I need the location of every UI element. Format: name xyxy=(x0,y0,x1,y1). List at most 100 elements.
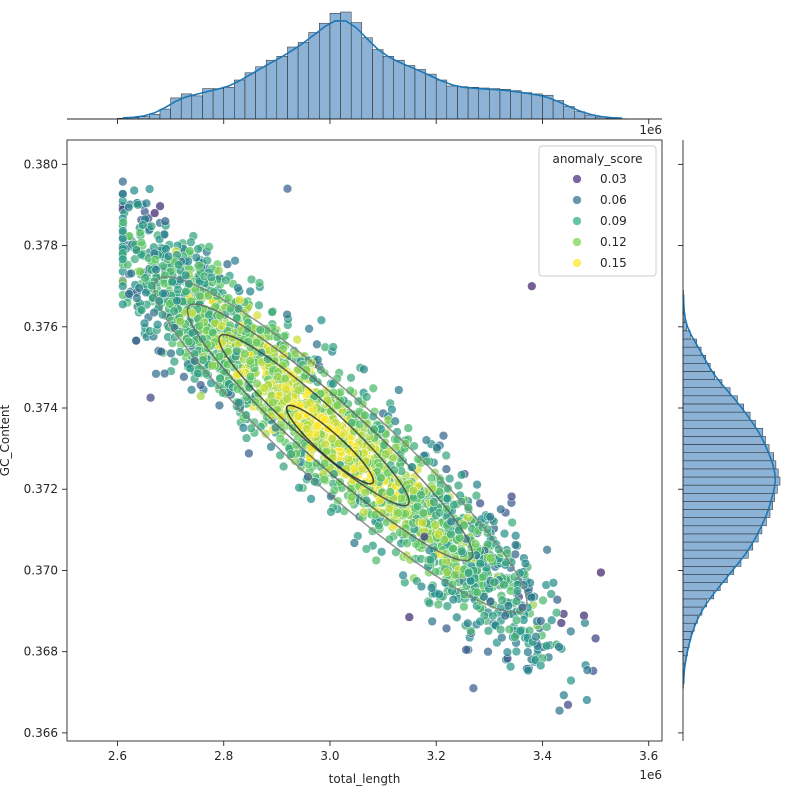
scatter-point xyxy=(255,301,264,310)
top-histogram-bar xyxy=(415,70,426,120)
top-histogram-bar xyxy=(511,91,522,119)
scatter-point xyxy=(193,369,202,378)
scatter-point xyxy=(427,584,436,593)
scatter-point xyxy=(478,573,487,582)
scatter-point-outlier xyxy=(150,209,159,218)
top-histogram-bar xyxy=(468,87,479,119)
top-histogram-bar xyxy=(213,89,224,119)
scatter-point xyxy=(118,255,127,264)
right-histogram-bar xyxy=(683,534,758,542)
top-histogram-bar xyxy=(149,114,160,119)
scatter-point xyxy=(417,582,426,591)
top-histogram-bar xyxy=(341,12,352,119)
x-tick-label: 2.6 xyxy=(108,749,127,763)
top-histogram-bar xyxy=(351,23,362,119)
scatter-point xyxy=(392,548,401,557)
scatter-point xyxy=(317,316,326,325)
top-histogram-bar xyxy=(394,60,405,119)
scatter-point xyxy=(186,247,195,256)
scatter-point xyxy=(199,356,208,365)
scatter-point xyxy=(460,602,469,611)
right-histogram-bar xyxy=(683,526,762,534)
scatter-point xyxy=(196,392,205,401)
scatter-point xyxy=(292,440,301,449)
top-histogram-bar xyxy=(436,80,447,119)
legend-marker xyxy=(573,217,582,226)
scatter-point xyxy=(394,509,403,518)
scatter-point xyxy=(362,393,371,402)
legend-marker xyxy=(573,238,582,247)
scatter-point xyxy=(347,373,356,382)
scatter-point xyxy=(167,349,176,358)
scatter-point xyxy=(234,284,243,293)
scatter-point xyxy=(246,357,255,366)
right-histogram-bar xyxy=(683,363,710,371)
right-histogram-bar xyxy=(683,591,714,599)
scatter-point xyxy=(223,260,232,269)
scatter-point xyxy=(152,265,161,274)
scatter-point xyxy=(454,481,463,490)
scatter-point xyxy=(140,319,149,328)
scatter-point xyxy=(507,492,516,501)
scatter-point xyxy=(313,422,322,431)
scatter-point xyxy=(500,580,509,589)
scatter-point xyxy=(566,627,575,636)
top-marginal-histogram xyxy=(67,12,662,119)
scatter-point xyxy=(184,337,193,346)
scatter-point xyxy=(159,289,168,298)
scatter-point xyxy=(433,443,442,452)
right-histogram-bar xyxy=(683,550,748,558)
x-axis-label: total_length xyxy=(329,772,401,786)
scatter-point xyxy=(452,613,461,622)
scatter-point xyxy=(196,292,205,301)
top-histogram-bar xyxy=(447,86,458,119)
scatter-point xyxy=(431,521,440,530)
scatter-point xyxy=(350,427,359,436)
right-histogram-bar xyxy=(683,372,715,380)
scatter-point xyxy=(435,508,444,517)
x-tick-label: 3.0 xyxy=(320,749,339,763)
scatter-point xyxy=(422,436,431,445)
right-histogram-bar xyxy=(683,485,777,493)
scatter-point xyxy=(442,465,451,474)
scatter-point xyxy=(418,518,427,527)
legend-entry-label: 0.03 xyxy=(600,172,627,186)
scatter-point xyxy=(176,317,185,326)
scatter-point xyxy=(216,374,225,383)
scatter-point xyxy=(208,328,217,337)
right-histogram-bar xyxy=(683,404,744,412)
scatter-point xyxy=(463,619,472,628)
scatter-point xyxy=(217,322,226,331)
scatter-point xyxy=(443,494,452,503)
top-histogram-bar xyxy=(256,67,267,119)
right-histogram-bar xyxy=(683,566,734,574)
y-tick-label: 0.366 xyxy=(24,726,58,740)
right-histogram-bar xyxy=(683,575,727,583)
scatter-point xyxy=(471,539,480,548)
scatter-point xyxy=(294,386,303,395)
scatter-point xyxy=(118,227,127,236)
scatter-point xyxy=(256,422,265,431)
scatter-point xyxy=(152,369,161,378)
right-histogram-bar xyxy=(683,518,766,526)
scatter-point xyxy=(207,379,216,388)
scatter-point xyxy=(511,531,520,540)
scatter-point xyxy=(449,544,458,553)
scatter-point xyxy=(488,611,497,620)
top-histogram-bar xyxy=(160,109,171,119)
scatter-point xyxy=(409,486,418,495)
scatter-point xyxy=(512,616,521,625)
scatter-point xyxy=(136,267,145,276)
scatter-point xyxy=(124,203,133,212)
scatter-point xyxy=(434,530,443,539)
top-histogram-bar xyxy=(426,74,437,119)
scatter-point xyxy=(591,634,600,643)
scatter-point xyxy=(242,434,251,443)
scatter-point xyxy=(362,545,371,554)
scatter-point xyxy=(555,706,564,715)
scatter-point xyxy=(187,385,196,394)
scatter-point xyxy=(472,491,481,500)
scatter-point xyxy=(164,252,173,261)
legend: anomaly_score 0.030.060.090.120.15 xyxy=(539,146,656,276)
